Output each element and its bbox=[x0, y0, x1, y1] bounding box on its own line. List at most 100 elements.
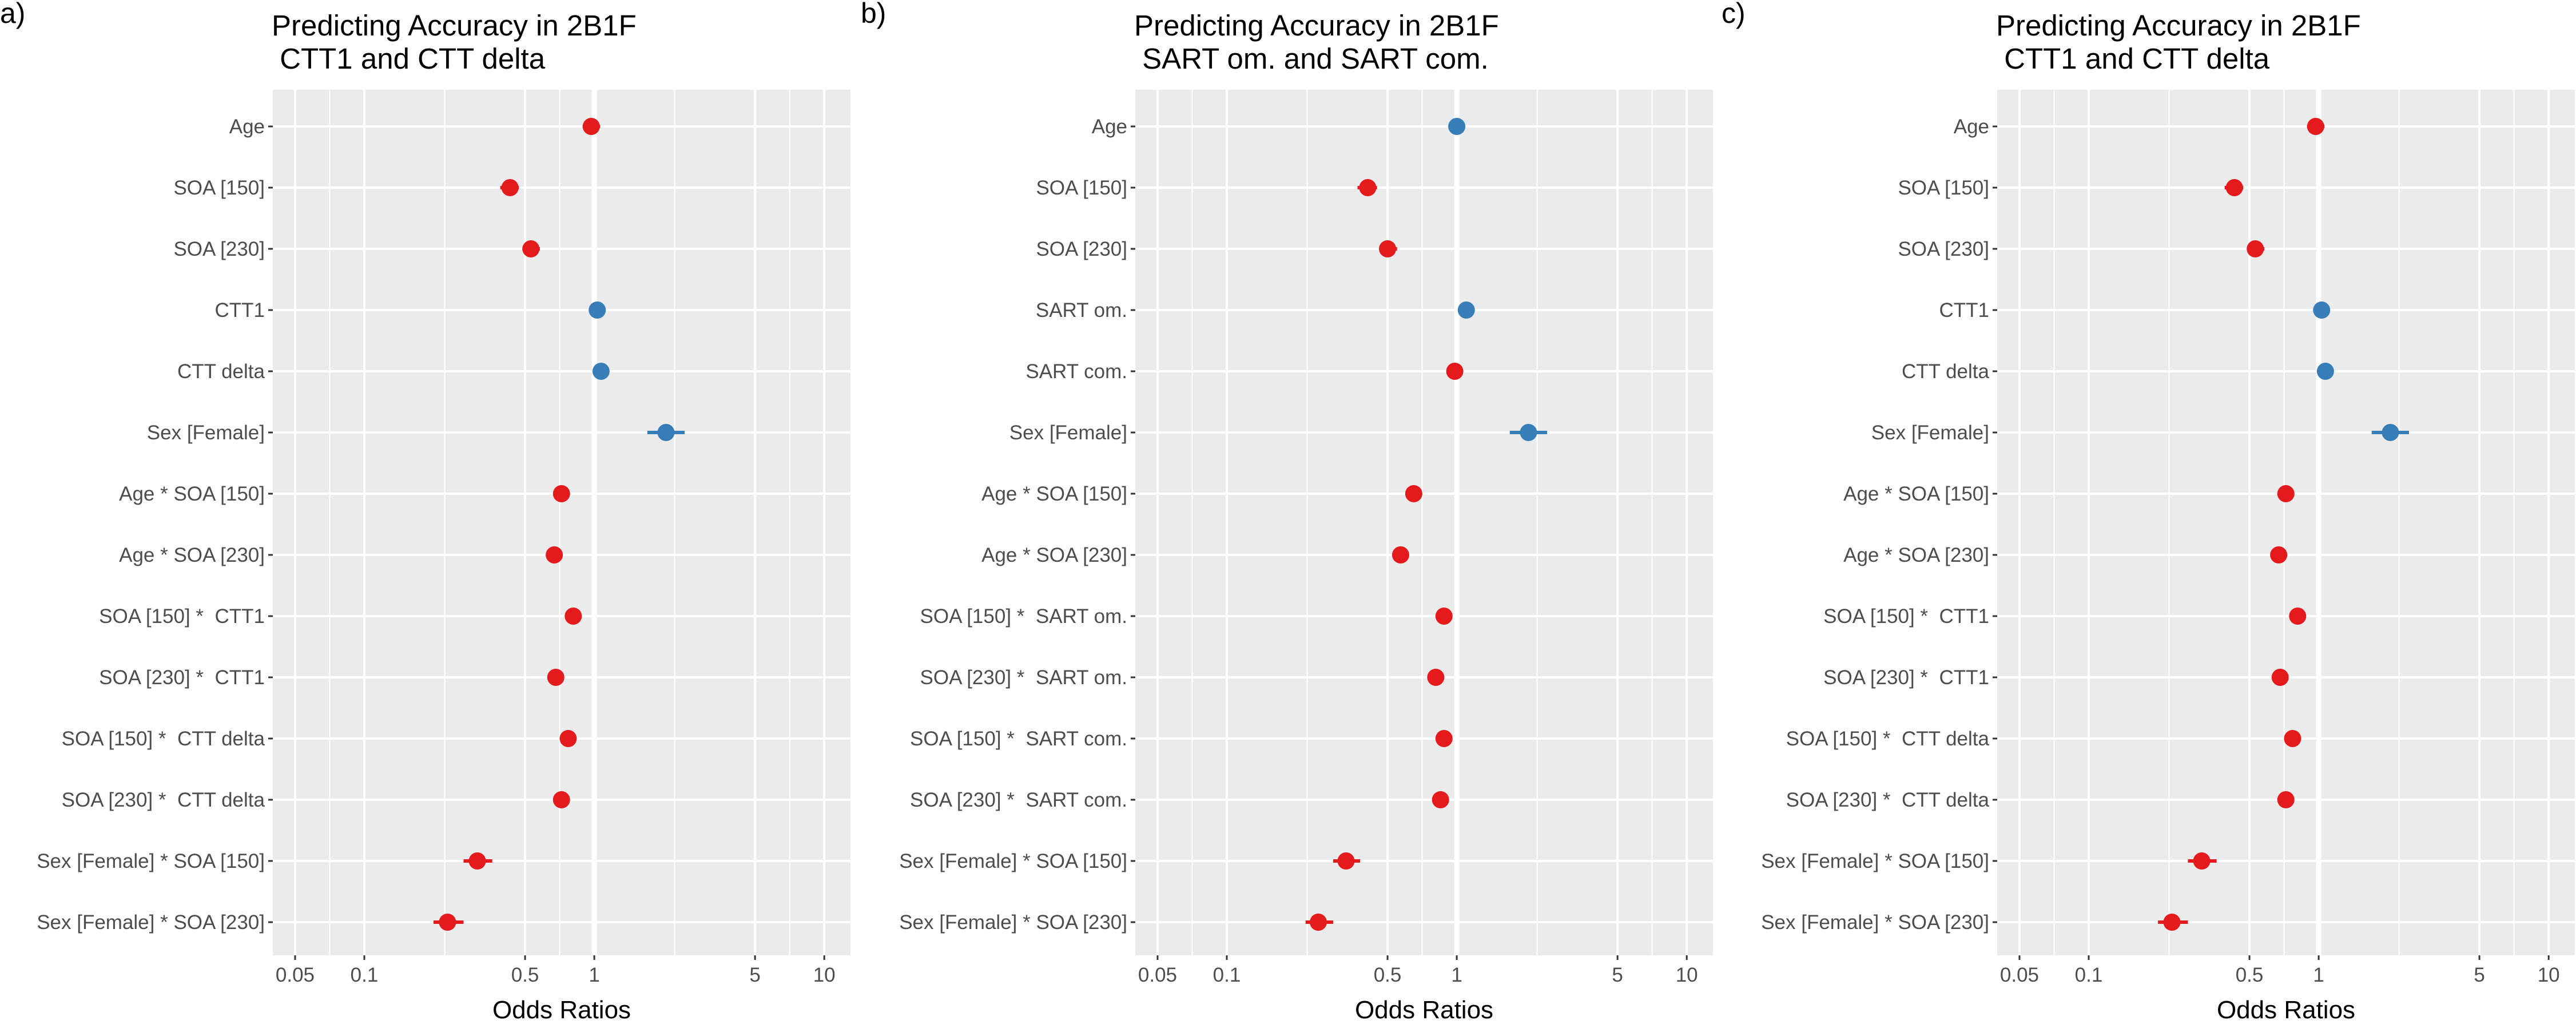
term-label: SOA [150] * CTT delta bbox=[62, 728, 265, 750]
panel-letter: c) bbox=[1722, 0, 1746, 29]
point-estimate bbox=[1435, 608, 1453, 625]
term-label: SOA [230] bbox=[173, 238, 265, 260]
point-estimate bbox=[2277, 791, 2295, 808]
x-tick-label: 10 bbox=[1676, 964, 1698, 986]
point-estimate bbox=[1446, 363, 1464, 380]
x-tick-label: 5 bbox=[1612, 964, 1623, 986]
point-estimate bbox=[589, 301, 606, 319]
x-tick-label: 0.1 bbox=[2075, 964, 2103, 986]
point-estimate bbox=[2225, 179, 2243, 196]
term-label: Sex [Female] bbox=[1871, 422, 1989, 444]
forest-panel-2: b) Predicting Accuracy in 2B1F SART om. a… bbox=[861, 0, 1713, 1024]
x-tick-label: 1 bbox=[2313, 964, 2324, 986]
point-estimate bbox=[1337, 852, 1355, 870]
point-estimate bbox=[2193, 852, 2211, 870]
point-estimate bbox=[2271, 669, 2289, 686]
point-estimate bbox=[2289, 608, 2307, 625]
point-estimate bbox=[1310, 914, 1327, 931]
term-label: Sex [Female] * SOA [230] bbox=[899, 911, 1127, 934]
term-label: SOA [150] * CTT1 bbox=[1823, 605, 1989, 628]
term-label: SOA [150] * CTT1 bbox=[99, 605, 265, 628]
point-estimate bbox=[1448, 118, 1466, 135]
point-estimate bbox=[546, 546, 563, 563]
term-label: Age * SOA [230] bbox=[119, 544, 265, 566]
panel-letter: b) bbox=[861, 0, 886, 29]
point-estimate bbox=[1427, 669, 1445, 686]
term-label: SOA [230] * SART om. bbox=[920, 666, 1128, 689]
term-label: Age * SOA [230] bbox=[981, 544, 1127, 566]
point-estimate bbox=[552, 485, 570, 502]
x-tick-label: 0.05 bbox=[276, 964, 315, 986]
x-tick-label: 0.5 bbox=[1374, 964, 1402, 986]
term-label: SOA [230] bbox=[1898, 238, 1989, 260]
term-label: Sex [Female] * SOA [150] bbox=[1761, 850, 1989, 872]
point-estimate bbox=[1379, 240, 1397, 257]
term-label: Sex [Female] bbox=[147, 422, 265, 444]
point-estimate bbox=[1457, 301, 1475, 319]
point-estimate bbox=[439, 914, 456, 931]
term-label: Sex [Female] * SOA [230] bbox=[1761, 911, 1989, 934]
forest-panel-1: a) Predicting Accuracy in 2B1F CTT1 and C… bbox=[0, 0, 850, 1024]
chart-title-line: Predicting Accuracy in 2B1F bbox=[1996, 9, 2361, 42]
term-label: Age * SOA [150] bbox=[1843, 483, 1989, 505]
term-label: Age * SOA [150] bbox=[981, 483, 1127, 505]
x-tick-label: 0.5 bbox=[511, 964, 539, 986]
point-estimate bbox=[1392, 546, 1409, 563]
point-estimate bbox=[2313, 301, 2331, 319]
point-estimate bbox=[552, 791, 570, 808]
term-label: SOA [230] * CTT1 bbox=[1823, 666, 1989, 689]
term-label: SOA [150] bbox=[173, 177, 265, 199]
point-estimate bbox=[657, 424, 675, 441]
x-axis-title: Odds Ratios bbox=[492, 996, 631, 1024]
term-label: SOA [150] * SART om. bbox=[920, 605, 1128, 628]
chart-title-line: Predicting Accuracy in 2B1F bbox=[1134, 9, 1499, 42]
term-label: SOA [230] bbox=[1036, 238, 1127, 260]
term-label: CTT1 bbox=[1939, 299, 1990, 321]
point-estimate bbox=[522, 240, 540, 257]
plot-background bbox=[1997, 90, 2575, 955]
x-tick-label: 10 bbox=[813, 964, 836, 986]
x-axis-title: Odds Ratios bbox=[1355, 996, 1493, 1024]
chart-title-line: Predicting Accuracy in 2B1F bbox=[272, 9, 637, 42]
point-estimate bbox=[1520, 424, 1537, 441]
plot-background bbox=[273, 90, 850, 955]
x-tick-label: 1 bbox=[589, 964, 599, 986]
point-estimate bbox=[2163, 914, 2181, 931]
x-tick-label: 0.05 bbox=[1138, 964, 1177, 986]
point-estimate bbox=[1359, 179, 1377, 196]
term-label: Sex [Female] * SOA [230] bbox=[37, 911, 265, 934]
x-tick-label: 0.1 bbox=[1213, 964, 1241, 986]
panel-letter: a) bbox=[0, 0, 25, 29]
term-label: SOA [150] bbox=[1898, 177, 1989, 199]
term-label: SOA [230] * CTT1 bbox=[99, 666, 265, 689]
point-estimate bbox=[2247, 240, 2264, 257]
term-label: SOA [150] * SART com. bbox=[910, 728, 1127, 750]
chart-title-line: CTT1 and CTT delta bbox=[272, 42, 546, 75]
term-label: Age * SOA [150] bbox=[119, 483, 265, 505]
chart-title-line: CTT1 and CTT delta bbox=[1996, 42, 2270, 75]
point-estimate bbox=[468, 852, 486, 870]
term-label: Sex [Female] * SOA [150] bbox=[37, 850, 265, 872]
point-estimate bbox=[1432, 791, 1449, 808]
term-label: Age bbox=[229, 116, 265, 138]
x-tick-label: 0.1 bbox=[351, 964, 379, 986]
point-estimate bbox=[1405, 485, 1422, 502]
point-estimate bbox=[2277, 485, 2295, 502]
point-estimate bbox=[547, 669, 565, 686]
x-axis-title: Odds Ratios bbox=[2217, 996, 2355, 1024]
point-estimate bbox=[501, 179, 519, 196]
point-estimate bbox=[592, 363, 610, 380]
term-label: CTT delta bbox=[177, 360, 265, 383]
point-estimate bbox=[2284, 730, 2301, 747]
term-label: CTT delta bbox=[1902, 360, 1990, 383]
term-label: Age bbox=[1954, 116, 1989, 138]
point-estimate bbox=[2382, 424, 2399, 441]
term-label: SOA [150] * CTT delta bbox=[1786, 728, 1990, 750]
plot-background bbox=[1135, 90, 1713, 955]
point-estimate bbox=[582, 118, 600, 135]
term-label: SOA [230] * CTT delta bbox=[62, 789, 265, 811]
point-estimate bbox=[1435, 730, 1453, 747]
term-label: Sex [Female] bbox=[1009, 422, 1127, 444]
